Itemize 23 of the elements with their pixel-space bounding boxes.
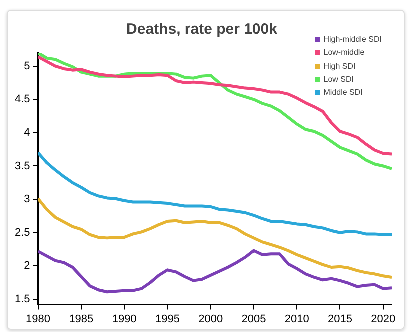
y-tick-label: 2.5	[14, 226, 30, 239]
y-tick-label: 4	[24, 126, 30, 139]
chart-title: Deaths, rate per 100k	[126, 21, 278, 38]
legend-label: Middle SDI	[324, 87, 363, 100]
y-tick-label: 3.5	[14, 160, 30, 172]
x-tick-label: 2010	[284, 313, 310, 326]
legend-label: Low-middle	[324, 47, 365, 60]
legend-label: High-middle SDI	[324, 34, 382, 46]
y-tick-label: 3	[24, 194, 30, 206]
y-tick-label: 5	[24, 60, 30, 72]
x-tick-label: 1980	[26, 313, 51, 326]
x-tick-label: 2020	[371, 313, 396, 326]
x-tick-label: 2015	[328, 313, 352, 326]
x-tick-label: 2000	[198, 313, 224, 326]
x-tick-label: 2005	[242, 313, 266, 326]
x-tick-label: 1985	[69, 313, 94, 326]
y-tick-label: 1.5	[14, 294, 30, 306]
legend-label: Low SDI	[324, 74, 354, 86]
x-tick-label: 1995	[155, 313, 180, 326]
y-tick-label: 2	[24, 260, 30, 272]
x-tick-label: 1990	[112, 313, 137, 326]
y-tick-label: 4.5	[14, 94, 30, 106]
legend-label: High SDI	[324, 60, 356, 73]
